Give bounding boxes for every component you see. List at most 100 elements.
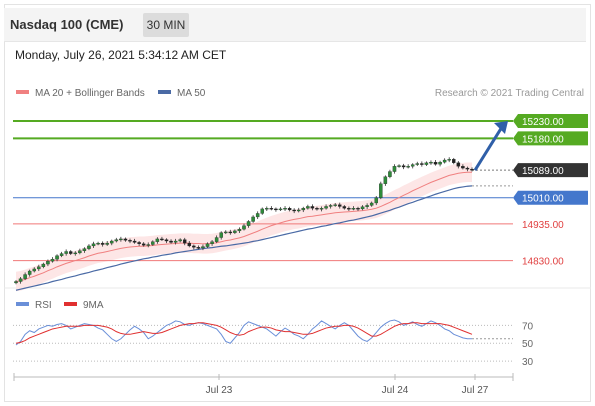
candle-body — [233, 230, 237, 233]
candle-body — [470, 168, 474, 171]
candle-body — [424, 162, 429, 165]
candle-body — [37, 266, 41, 270]
candle-body — [292, 209, 296, 212]
candle-body — [114, 239, 119, 242]
chart-frame — [4, 4, 591, 402]
candle-body — [182, 239, 187, 244]
candle-body — [210, 241, 214, 244]
candle-body — [237, 229, 242, 232]
candle-body — [379, 183, 383, 198]
candle-body — [287, 208, 292, 211]
candle-body — [310, 206, 315, 209]
header-bar — [4, 8, 586, 42]
candle-body — [46, 261, 50, 265]
candle-body — [406, 166, 410, 168]
copyright-text: Research © 2021 Trading Central — [435, 88, 584, 99]
candle-body — [442, 159, 447, 163]
candle-body — [356, 208, 360, 210]
rsi-legend-label: RSI — [35, 300, 52, 311]
timeframe-badge[interactable]: 30 MIN — [143, 13, 189, 37]
candle-body — [128, 240, 132, 242]
candle-body — [146, 244, 150, 246]
candle-body — [50, 259, 55, 262]
candle-body — [420, 163, 424, 165]
candle-body — [383, 176, 388, 184]
candle-body — [68, 251, 73, 254]
candle-body — [306, 206, 310, 209]
candle-body — [452, 159, 456, 163]
candle-body — [55, 255, 59, 260]
candle-body — [360, 206, 365, 210]
candle-body — [141, 243, 146, 246]
x-tick-label: Jul 24 — [382, 385, 409, 396]
candle-body — [410, 164, 415, 167]
candle-body — [433, 161, 438, 165]
candle-body — [214, 237, 219, 242]
candle-body — [155, 238, 160, 242]
support-level-tag — [513, 190, 588, 205]
ma20-legend-swatch — [16, 90, 29, 94]
candle-body — [27, 270, 32, 275]
last-price-level-label: 15089.00 — [522, 166, 564, 177]
candle-body — [178, 239, 182, 242]
candle-body — [347, 208, 351, 210]
candle-body — [64, 251, 68, 254]
ma50-legend-swatch — [158, 90, 171, 94]
candle-body — [278, 208, 283, 211]
candle-body — [173, 240, 178, 243]
candle-body — [342, 206, 347, 209]
report-datetime: Monday, July 26, 2021 5:34:12 AM CET — [15, 48, 227, 62]
candle-body — [338, 204, 342, 207]
candle-body — [137, 242, 141, 244]
candle-body — [119, 238, 123, 241]
candle-body — [319, 208, 324, 210]
ma20-legend-label: MA 20 + Bollinger Bands — [35, 88, 145, 99]
candle-body — [265, 208, 269, 210]
candle-body — [23, 274, 27, 279]
candle-body — [397, 165, 401, 167]
ma50-legend-label: MA 50 — [177, 88, 206, 99]
candle-body — [18, 278, 23, 282]
ma50-line — [15, 185, 473, 291]
rsi-tick-label: 50 — [522, 339, 534, 350]
candle-body — [164, 239, 169, 242]
rsi-ma-legend-label: 9MA — [83, 300, 104, 311]
candle-body — [187, 242, 192, 247]
forecast-arrow-line — [473, 126, 504, 171]
candle-body — [365, 205, 369, 207]
candle-body — [105, 242, 109, 245]
pivot-level-label: 14935.00 — [522, 220, 564, 231]
candle-body — [456, 162, 461, 167]
candle-body — [14, 281, 18, 284]
candle-body — [219, 232, 223, 238]
candle-body — [224, 231, 228, 234]
candle-body — [91, 243, 96, 247]
candle-body — [32, 268, 36, 272]
candle-body — [301, 208, 306, 211]
candle-body — [374, 197, 378, 204]
candle-body — [465, 167, 470, 170]
forecast-arrow-head — [494, 120, 508, 134]
candle-body — [100, 242, 105, 245]
candle-body — [401, 165, 406, 168]
rsi-tick-label: 70 — [522, 321, 534, 332]
candle-body — [41, 263, 46, 267]
candle-body — [87, 245, 91, 249]
support-level-label: 15010.00 — [522, 194, 564, 205]
rsi-legend-swatch — [16, 302, 29, 306]
candle-body — [415, 163, 420, 165]
candle-body — [82, 248, 87, 251]
candle-body — [242, 225, 246, 230]
candle-body — [96, 242, 100, 245]
candle-body — [260, 208, 264, 214]
candle-body — [388, 171, 392, 177]
candle-body — [283, 208, 287, 210]
last-price-level-tag — [513, 163, 588, 178]
candle-body — [246, 221, 251, 226]
candle-body — [201, 246, 205, 249]
candle-body — [59, 253, 64, 256]
candle-body — [205, 243, 210, 247]
candle-body — [392, 166, 397, 172]
candle-body — [169, 240, 173, 243]
